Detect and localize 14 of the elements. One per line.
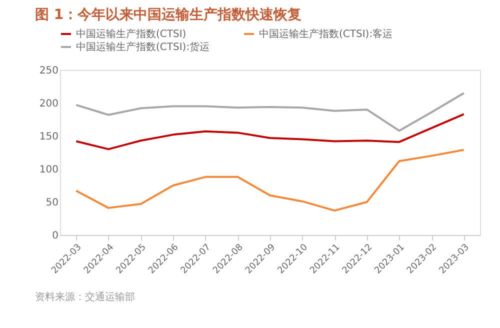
legend-label: 中国运输生产指数(CTSI)	[76, 28, 186, 40]
legend-label: 中国运输生产指数(CTSI):货运	[76, 41, 210, 53]
line-series	[75, 113, 465, 150]
line-series	[75, 148, 465, 212]
y-tick-label: 200	[39, 98, 58, 110]
y-tick-label: 100	[39, 164, 58, 176]
text: 资料来源：交通运输部	[35, 291, 135, 303]
y-tick-label: 0	[52, 230, 58, 242]
y-tick-label: 150	[39, 132, 58, 142]
chart-title: 图 1：今年以来中国运输生产指数快速恢复	[35, 6, 302, 23]
y-tick-label: 250	[39, 66, 58, 76]
line-series	[75, 92, 465, 132]
legend-label: 中国运输生产指数(CTSI):客运	[259, 28, 393, 40]
y-tick-label: 50	[46, 198, 58, 208]
